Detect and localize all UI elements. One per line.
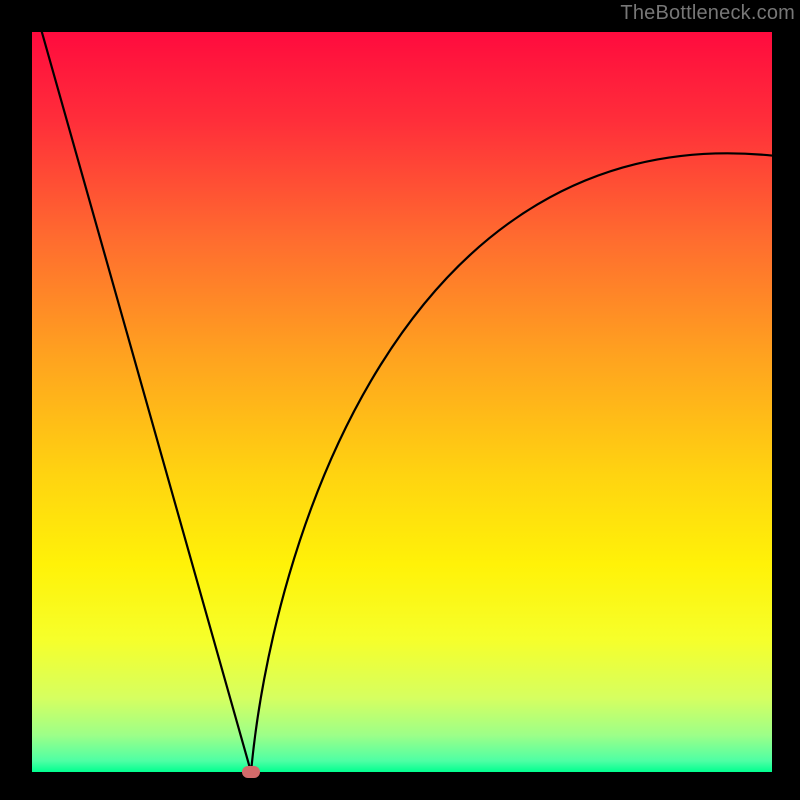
bottleneck-chart [32, 32, 772, 772]
watermark-text: TheBottleneck.com [620, 2, 795, 25]
optimal-point-marker [242, 766, 260, 778]
chart-background [32, 32, 772, 772]
chart-container: TheBottleneck.com [0, 0, 800, 800]
